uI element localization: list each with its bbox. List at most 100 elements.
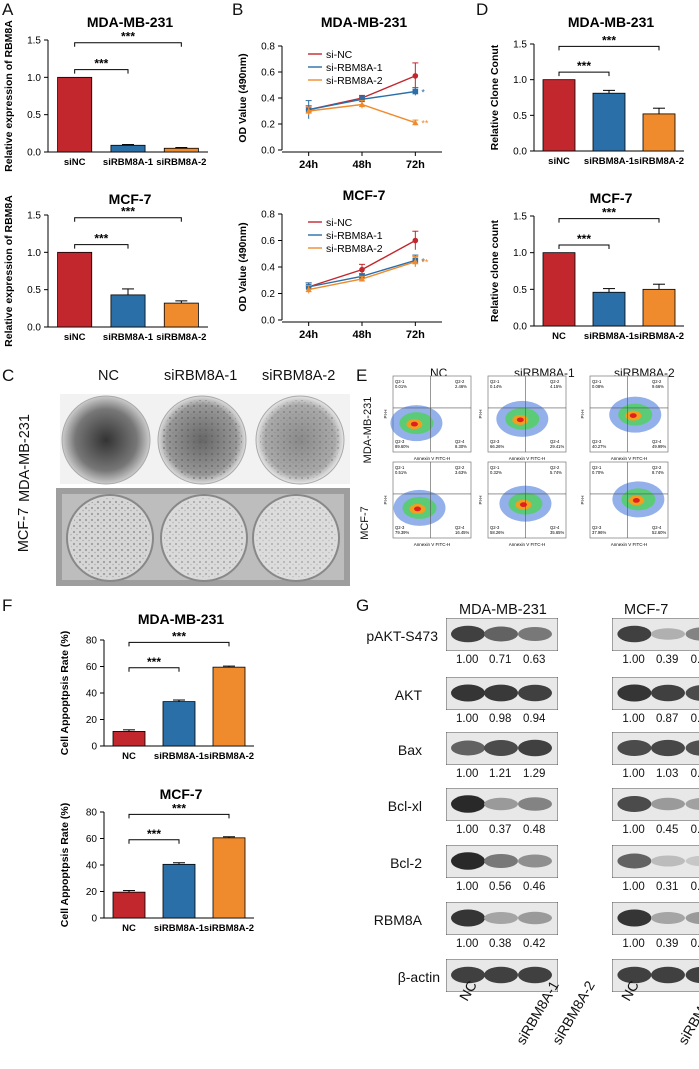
y-tick-label: 1.0 — [27, 73, 41, 84]
y-tick-label: 0.2 — [261, 120, 275, 131]
flow-quadrant-value: 9.66% — [652, 384, 664, 389]
flow-x-label: Annexin V FITC-H — [414, 456, 451, 461]
y-axis-label: Relative clone count — [489, 219, 501, 322]
x-tick-label: siNC — [64, 157, 86, 168]
flow-quadrant-value: 49.99% — [652, 444, 666, 449]
bar — [112, 891, 146, 919]
y-tick-label: 1.0 — [27, 248, 41, 259]
wb-blot-strip — [612, 618, 699, 651]
bar — [212, 837, 246, 919]
wb-band — [451, 909, 485, 927]
flow-quadrant-value: 8.30% — [455, 444, 467, 449]
wb-band — [650, 684, 685, 702]
bar — [163, 147, 199, 153]
y-tick-label: 0.0 — [27, 148, 41, 159]
wb-protein-label: pAKT-S473 — [366, 628, 438, 644]
flow-quadrant-value: 37.96% — [592, 530, 606, 535]
colony-plates-image — [56, 394, 350, 586]
flow-quadrant-value: 0.14% — [490, 384, 502, 389]
y-tick-label: 0.0 — [513, 322, 527, 333]
wb-band — [617, 796, 652, 812]
bar — [542, 79, 576, 152]
y-axis-label: Cell Appoptpsis Rate (%) — [59, 803, 71, 927]
significance-label: *** — [577, 232, 591, 246]
y-tick-label: 0.0 — [261, 146, 275, 157]
wb-protein-label: Bcl-xl — [387, 798, 422, 814]
wb-quant-value: 1.00 — [456, 938, 479, 950]
wb-blot-strip — [612, 959, 699, 992]
flow-quadrant-name: Q2-4 — [652, 525, 662, 530]
wb-quant-value: 1.00 — [622, 824, 645, 836]
wb-quant-value: 1.00 — [456, 768, 479, 780]
flow-quadrant-name: Q2-1 — [592, 465, 602, 470]
colony-col-sirbm8a-2: siRBM8A-2 — [262, 368, 336, 384]
panel-label-f: F — [2, 596, 13, 615]
chart-b1: MDA-MB-231 0.0 0.2 0.4 0.6 0.8 OD Value (490nm… — [237, 14, 442, 171]
x-tick-label: 72h — [406, 159, 425, 171]
flow-quadrant-name: Q2-3 — [395, 525, 405, 530]
flow-quadrant-value: 52.60% — [652, 530, 666, 535]
x-tick-label: siRBM8A-1 — [584, 156, 635, 167]
wb-band — [685, 627, 699, 641]
y-tick-label: 0.6 — [261, 236, 275, 247]
wb-protein-label: Bax — [397, 742, 422, 758]
wb-quant-value: 0.48 — [523, 824, 546, 836]
flow-quadrant-name: Q2-2 — [550, 379, 560, 384]
wb-band — [685, 798, 699, 810]
flow-quadrant-name: Q2-3 — [395, 439, 405, 444]
flow-quadrant-value: 0.01% — [395, 384, 407, 389]
wb-band — [518, 739, 552, 757]
wb-band — [617, 740, 652, 756]
flow-panel: NC siRBM8A-1 siRBM8A-2 MDA-MB-231 MCF-7 … — [356, 362, 699, 592]
data-point — [358, 275, 366, 282]
chart-title: MCF-7 — [343, 187, 386, 203]
chart-title: MCF-7 — [160, 786, 203, 802]
chart-title: MDA-MB-231 — [568, 14, 655, 30]
wb-quant-value: 0.83 — [690, 713, 699, 725]
y-tick-label: 0.2 — [261, 289, 275, 300]
wb-band — [451, 966, 485, 984]
wb-quant-value: 0.42 — [523, 938, 546, 950]
bar — [162, 863, 196, 919]
chart-a1: MDA-MB-231 0.0 0.5 1.0 1.5 Relative expressio… — [3, 14, 208, 172]
flow-quadrant-value: 3.63% — [455, 470, 467, 475]
bar — [112, 731, 146, 747]
significance-label: *** — [94, 232, 108, 246]
wb-quant-value: 0.42 — [690, 824, 699, 836]
flow-quadrant-name: Q2-1 — [490, 465, 500, 470]
y-axis-label: Cell Appoptpsis Rate (%) — [59, 631, 71, 755]
flow-quadrant-value: 79.39% — [395, 530, 409, 535]
significance-label: *** — [121, 30, 135, 44]
x-tick-label: siRBM8A-2 — [156, 332, 206, 343]
flow-quadrant-name: Q2-1 — [592, 379, 602, 384]
x-tick-label: siRBM8A-1 — [103, 157, 154, 168]
y-tick-label: 80 — [86, 808, 98, 819]
wb-band — [484, 966, 518, 984]
bar — [212, 666, 246, 747]
flow-quadrant-name: Q2-2 — [652, 465, 662, 470]
colony-col-nc: NC — [98, 368, 119, 384]
flow-quadrant-name: Q2-3 — [592, 525, 602, 530]
flow-quadrant-name: Q2-3 — [490, 525, 500, 530]
y-tick-label: 1.5 — [513, 40, 527, 51]
wb-quant-value: 1.29 — [523, 768, 546, 780]
wb-band — [451, 625, 485, 643]
data-point — [412, 119, 419, 126]
y-tick-label: 1.5 — [27, 211, 41, 222]
wb-blot-strip — [446, 902, 558, 935]
flow-quadrant-value: 29.41% — [550, 444, 564, 449]
y-tick-label: 20 — [86, 887, 98, 898]
data-point — [412, 258, 419, 265]
bar — [110, 294, 146, 328]
bar — [57, 251, 93, 328]
flow-quadrant-name: Q2-1 — [395, 465, 405, 470]
data-point — [412, 73, 419, 79]
flow-quadrant-name: Q2-3 — [592, 439, 602, 444]
x-tick-label: siRBM8A-2 — [204, 751, 254, 762]
wb-band — [484, 740, 518, 756]
wb-quant-value: 1.00 — [622, 713, 645, 725]
panel-label-g: G — [356, 596, 370, 615]
flow-plot: Q2-10.14% Q2-24.15% Q2-366.26% Q2-429.41% An… — [478, 375, 567, 461]
wb-quant-value: 1.21 — [489, 768, 512, 780]
data-point — [305, 286, 312, 293]
